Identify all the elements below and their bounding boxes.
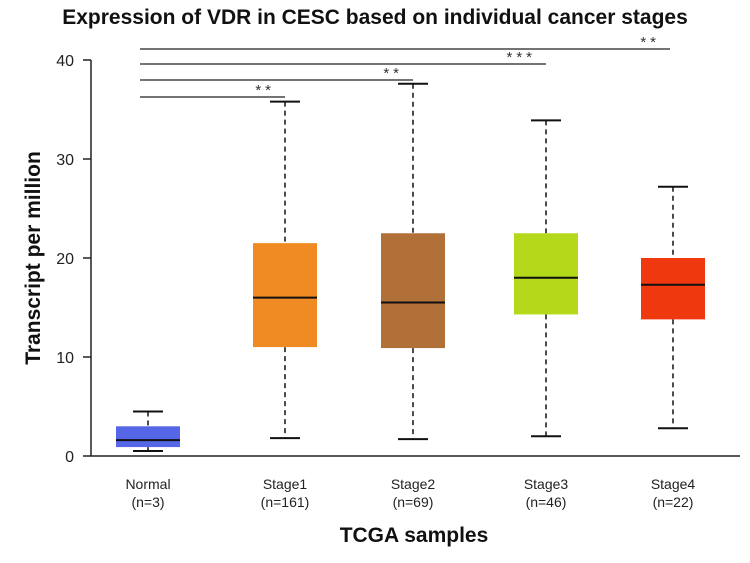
- x-tick-sample-count: (n=3): [131, 494, 164, 510]
- x-tick-label: Stage4: [651, 476, 696, 492]
- box-stage3: [514, 233, 578, 315]
- y-tick-label: 30: [56, 152, 74, 169]
- significance-label: **: [383, 65, 403, 82]
- significance-label: ***: [506, 49, 536, 66]
- x-tick-label: Normal: [125, 476, 170, 492]
- chart-title: Expression of VDR in CESC based on indiv…: [62, 6, 688, 29]
- x-tick-sample-count: (n=46): [526, 494, 567, 510]
- y-tick-label: 20: [56, 251, 74, 268]
- box-normal: [116, 426, 180, 448]
- x-tick-label: Stage3: [524, 476, 569, 492]
- y-tick-label: 0: [65, 449, 74, 466]
- significance-label: **: [255, 82, 275, 99]
- x-tick-sample-count: (n=161): [261, 494, 310, 510]
- box-stage4: [641, 258, 705, 320]
- y-tick-label: 10: [56, 350, 74, 367]
- box-stage2: [381, 233, 445, 349]
- box-stage1: [253, 243, 317, 348]
- y-tick-label: 40: [56, 53, 74, 70]
- significance-label: **: [640, 34, 660, 51]
- x-tick-sample-count: (n=69): [393, 494, 434, 510]
- x-tick-sample-count: (n=22): [653, 494, 694, 510]
- x-tick-label: Stage1: [263, 476, 308, 492]
- x-tick-label: Stage2: [391, 476, 436, 492]
- y-axis-label: Transcript per million: [22, 151, 45, 365]
- x-axis-label: TCGA samples: [340, 524, 489, 547]
